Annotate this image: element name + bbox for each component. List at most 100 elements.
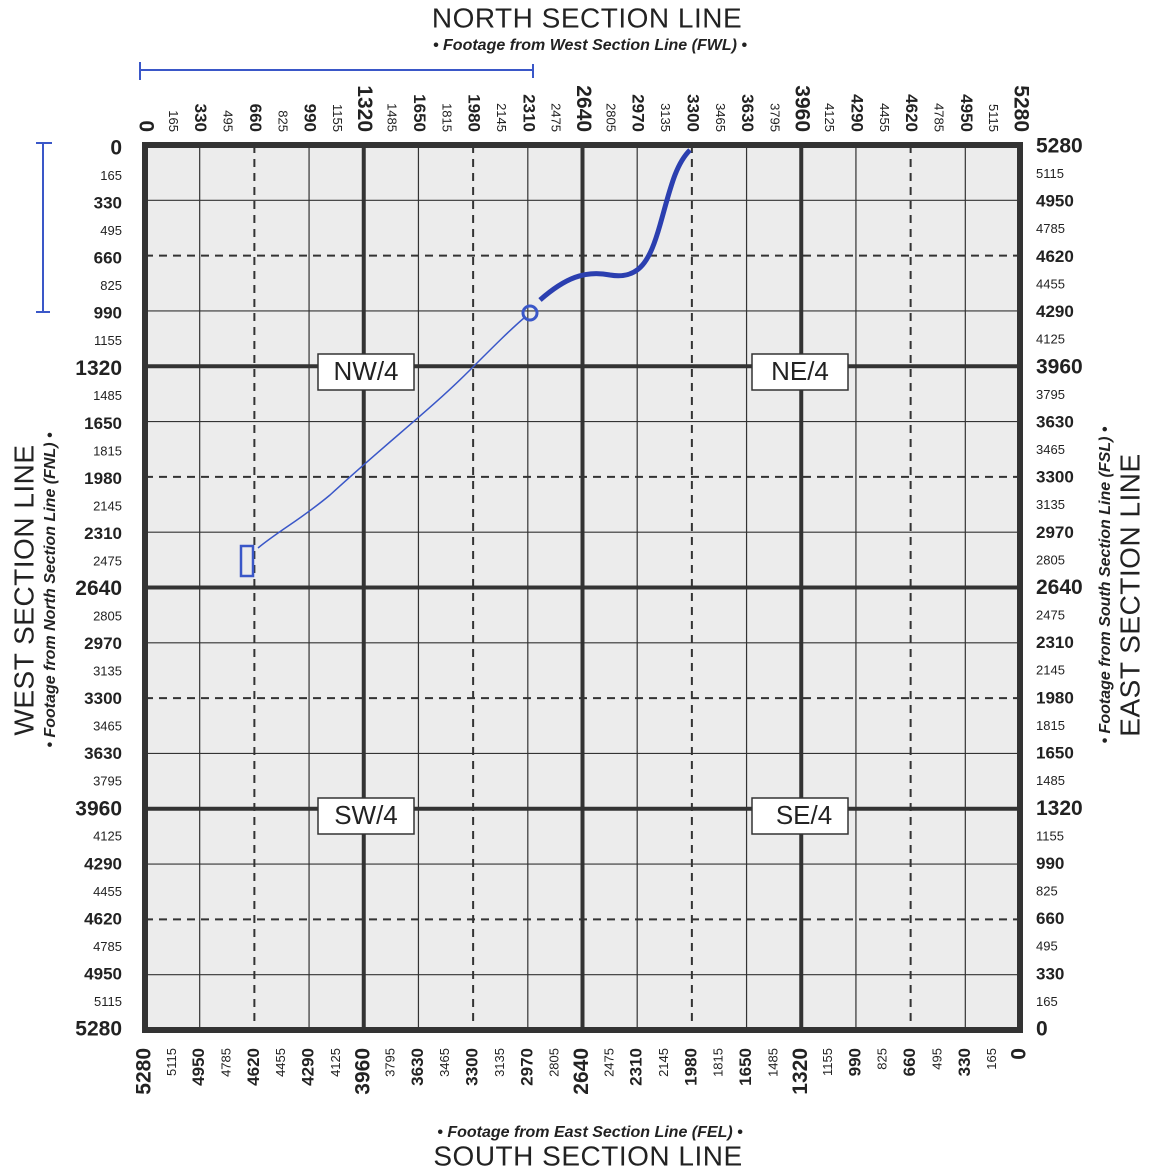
scale-label: 4620: [244, 1048, 263, 1086]
scale-label: 4125: [822, 103, 837, 132]
scale-label: 2145: [656, 1048, 671, 1077]
scale-label: 3795: [383, 1048, 398, 1077]
bracket: [36, 142, 52, 313]
north-title: NORTH SECTION LINE: [432, 2, 742, 33]
scale-label: 2640: [1036, 576, 1083, 599]
scale-label: 3795: [1036, 387, 1065, 402]
scale-label: 5280: [1036, 135, 1083, 158]
quarter-box: [317, 353, 415, 391]
scale-label: 4785: [218, 1048, 233, 1077]
quarter-box: [317, 797, 415, 835]
scale-label: 4785: [1036, 221, 1065, 236]
scale-label: 660: [94, 249, 122, 268]
scale-label: 4290: [1036, 302, 1074, 321]
scale-label: 2970: [1036, 523, 1074, 542]
scale-label: 5115: [94, 994, 122, 1009]
scale-label: 1320: [789, 1048, 812, 1095]
scale-label: 660: [900, 1048, 919, 1076]
scale-label: 4290: [847, 94, 866, 132]
scale-label: 5115: [164, 1048, 179, 1076]
scale-label: 1320: [75, 357, 122, 380]
scale-label: 1155: [820, 1048, 835, 1076]
scale-label: 2475: [549, 103, 564, 132]
scale-label: 3465: [93, 719, 122, 734]
scale-label: 2310: [519, 94, 538, 132]
scale-label: 3960: [75, 797, 122, 820]
scale-label: 2805: [547, 1048, 562, 1077]
scale-label: 4950: [1036, 192, 1074, 211]
quarter-label: SW/4: [334, 800, 398, 830]
scale-label: 825: [100, 278, 122, 293]
scale-label: 660: [246, 104, 265, 132]
scale-label: 0: [1036, 1018, 1048, 1041]
scale-label: 825: [275, 110, 290, 132]
bracket: [139, 62, 534, 80]
scale-label: 0: [110, 137, 122, 160]
scale-label: 825: [1036, 883, 1058, 898]
scale-label: 495: [1036, 939, 1058, 954]
scale-label: 330: [191, 104, 210, 132]
scale-label: 0: [1008, 1048, 1031, 1060]
scale-label: 2970: [517, 1048, 536, 1086]
east-subtitle: • Footage from South Section Line (FSL) …: [1097, 426, 1114, 743]
scale-label: 3630: [408, 1048, 427, 1086]
lateral: [538, 148, 692, 302]
scale-label: 4125: [1036, 332, 1065, 347]
scale-label: 3465: [1036, 442, 1065, 457]
scale-label: 3135: [93, 664, 122, 679]
scale-label: 5280: [133, 1048, 156, 1095]
scale-label: 4455: [93, 884, 122, 899]
scale-label: 4785: [93, 939, 122, 954]
scale-label: 4620: [1036, 247, 1074, 266]
scale-label: 3300: [1036, 468, 1074, 487]
scale-label: 1485: [765, 1048, 780, 1077]
scale-label: 1485: [1036, 773, 1065, 788]
scale-label: 2145: [494, 103, 509, 132]
scale-label: 1815: [439, 103, 454, 132]
scale-label: 2640: [75, 577, 122, 600]
scale-label: 825: [875, 1048, 890, 1070]
quarter-labels: NW/4 NE/4 SW/4 SE/4: [317, 353, 849, 835]
scale-label: 5280: [1009, 85, 1032, 132]
scale-label: 165: [1036, 994, 1058, 1009]
scale-label: 4455: [273, 1048, 288, 1077]
scale-label: 990: [1036, 854, 1064, 873]
scale-label: 2145: [1036, 663, 1065, 678]
scale-label: 495: [100, 223, 122, 238]
scale-label: 4455: [1036, 276, 1065, 291]
scale-label: 990: [94, 304, 122, 323]
scale-label: 3300: [84, 689, 122, 708]
scale-label: 4785: [932, 103, 947, 132]
scale-label: 5280: [75, 1018, 122, 1041]
scale-label: 2145: [93, 498, 122, 513]
scale-label: 3960: [1036, 355, 1083, 378]
scale-labels: 0 165 330 495 660 825 990 1155 1320 1485 1650 1815 1…: [75, 85, 1082, 1094]
scale-label: 330: [955, 1048, 974, 1076]
scale-label: 4950: [84, 964, 122, 983]
scale-label: 1155: [1036, 828, 1064, 843]
scale-label: 4620: [902, 94, 921, 132]
scale-label: 1815: [711, 1048, 726, 1077]
west-title: WEST SECTION LINE: [8, 444, 39, 735]
scale-label: 2310: [1036, 633, 1074, 652]
scale-label: 2805: [1036, 552, 1065, 567]
scale-label: 1320: [353, 85, 376, 132]
scale-label: 2475: [601, 1048, 616, 1077]
scale-label: 2475: [93, 553, 122, 568]
scale-label: 2970: [84, 634, 122, 653]
scale-label: 2970: [629, 94, 648, 132]
quarter-box: [751, 353, 849, 391]
scale-label: 330: [94, 194, 122, 213]
scale-label: 3630: [1036, 412, 1074, 431]
scale-label: 1485: [93, 388, 122, 403]
scale-label: 165: [984, 1048, 999, 1070]
scale-label: 1155: [330, 104, 345, 132]
scale-label: 3300: [463, 1048, 482, 1086]
scale-label: 4125: [93, 829, 122, 844]
scale-label: 3630: [738, 94, 757, 132]
scale-label: 3795: [767, 103, 782, 132]
scale-label: 3960: [791, 85, 814, 132]
scale-label: 2310: [84, 524, 122, 543]
west-subtitle: • Footage from North Section Line (FNL) …: [42, 432, 59, 748]
scale-label: 4125: [328, 1048, 343, 1077]
